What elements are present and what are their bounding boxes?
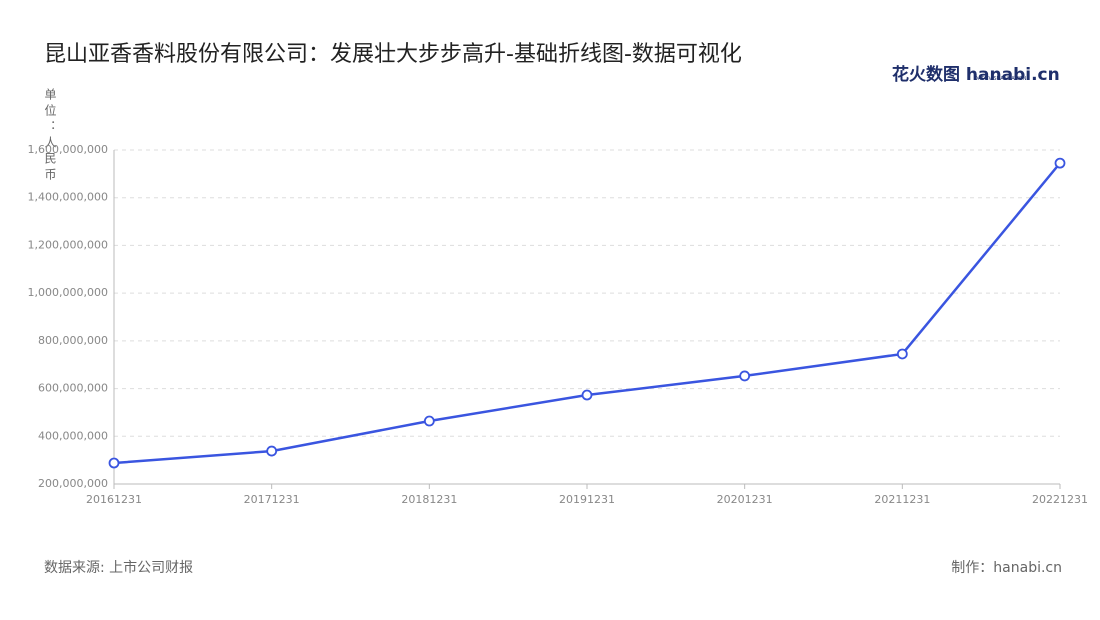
y-tick-label: 1,200,000,000 xyxy=(28,238,108,251)
y-axis-label: 单位：人民币 xyxy=(43,88,57,184)
x-tick-label: 20221231 xyxy=(1032,493,1088,506)
chart-title: 昆山亚香香料股份有限公司：发展壮大步步高升-基础折线图-数据可视化 xyxy=(44,42,742,67)
point xyxy=(266,445,278,457)
x-tick-label: 20181231 xyxy=(401,493,457,506)
logo-subtitle: DATA VISUALIZATION xyxy=(974,76,1027,82)
point xyxy=(739,370,751,382)
y-tick-label: 1,400,000,000 xyxy=(28,191,108,204)
point xyxy=(1054,157,1066,169)
y-tick-label: 600,000,000 xyxy=(38,382,108,395)
x-tick-label: 20191231 xyxy=(559,493,615,506)
point xyxy=(108,457,120,469)
x-tick-label: 20161231 xyxy=(86,493,142,506)
point xyxy=(423,415,435,427)
line xyxy=(113,162,1061,465)
y-tick-label: 1,600,000,000 xyxy=(28,143,108,156)
y-tick-label: 200,000,000 xyxy=(38,477,108,490)
point xyxy=(581,389,593,401)
y-tick-label: 400,000,000 xyxy=(38,429,108,442)
point xyxy=(896,348,908,360)
source: 数据来源: 上市公司财报 xyxy=(44,560,194,576)
logo: 花火数图 hanabi.cn xyxy=(892,65,1060,85)
y-tick-label: 800,000,000 xyxy=(38,334,108,347)
y-tick-label: 1,000,000,000 xyxy=(28,286,108,299)
maker: 制作：hanabi.cn xyxy=(951,560,1062,576)
x-tick-label: 20201231 xyxy=(717,493,773,506)
x-tick-label: 20171231 xyxy=(244,493,300,506)
x-tick-label: 20211231 xyxy=(874,493,930,506)
